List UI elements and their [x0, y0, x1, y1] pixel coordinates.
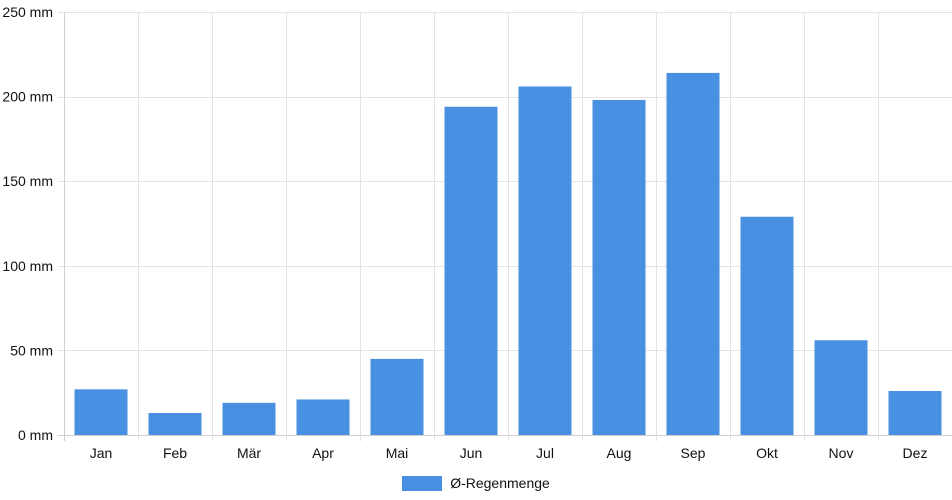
x-tick-label: Dez [903, 445, 928, 461]
y-tick-label: 200 mm [2, 89, 53, 105]
bar-jun[interactable] [444, 106, 498, 435]
legend-label: Ø-Regenmenge [450, 475, 550, 491]
bar-dez[interactable] [888, 391, 942, 435]
bar-sep[interactable] [666, 72, 720, 436]
bar-jan[interactable] [74, 389, 128, 435]
y-tick-label: 50 mm [10, 342, 53, 358]
x-tick-label: Jun [460, 445, 483, 461]
bar-mär[interactable] [222, 402, 276, 435]
x-tick-label: Jul [536, 445, 554, 461]
bar-apr[interactable] [296, 399, 350, 435]
x-tick-label: Mär [237, 445, 261, 461]
bars [74, 72, 942, 436]
x-tick-label: Jan [90, 445, 113, 461]
legend-item[interactable]: Ø-Regenmenge [402, 475, 550, 491]
legend-swatch [402, 475, 443, 491]
x-tick-label: Mai [386, 445, 409, 461]
bar-mai[interactable] [370, 358, 424, 435]
x-tick-label: Sep [681, 445, 706, 461]
bar-aug[interactable] [592, 99, 646, 435]
y-axis-tick-labels: 0 mm 50 mm 100 mm 150 mm 200 mm 250 mm [2, 4, 53, 443]
y-tick-label: 150 mm [2, 173, 53, 189]
grid-lines [58, 12, 952, 441]
x-axis-tick-labels: Jan Feb Mär Apr Mai Jun Jul Aug Sep Okt Nov Dez [90, 445, 928, 461]
bar-jul[interactable] [518, 86, 572, 435]
x-tick-label: Okt [756, 445, 778, 461]
y-tick-label: 100 mm [2, 258, 53, 274]
bar-feb[interactable] [148, 413, 202, 435]
x-tick-label: Feb [163, 445, 187, 461]
bar-nov[interactable] [814, 340, 868, 435]
legend: Ø-Regenmenge [0, 472, 952, 494]
bar-okt[interactable] [740, 216, 794, 435]
y-tick-label: 250 mm [2, 4, 53, 20]
x-tick-label: Apr [312, 445, 334, 461]
y-tick-label: 0 mm [18, 427, 53, 443]
x-tick-label: Aug [607, 445, 632, 461]
x-tick-label: Nov [829, 445, 854, 461]
